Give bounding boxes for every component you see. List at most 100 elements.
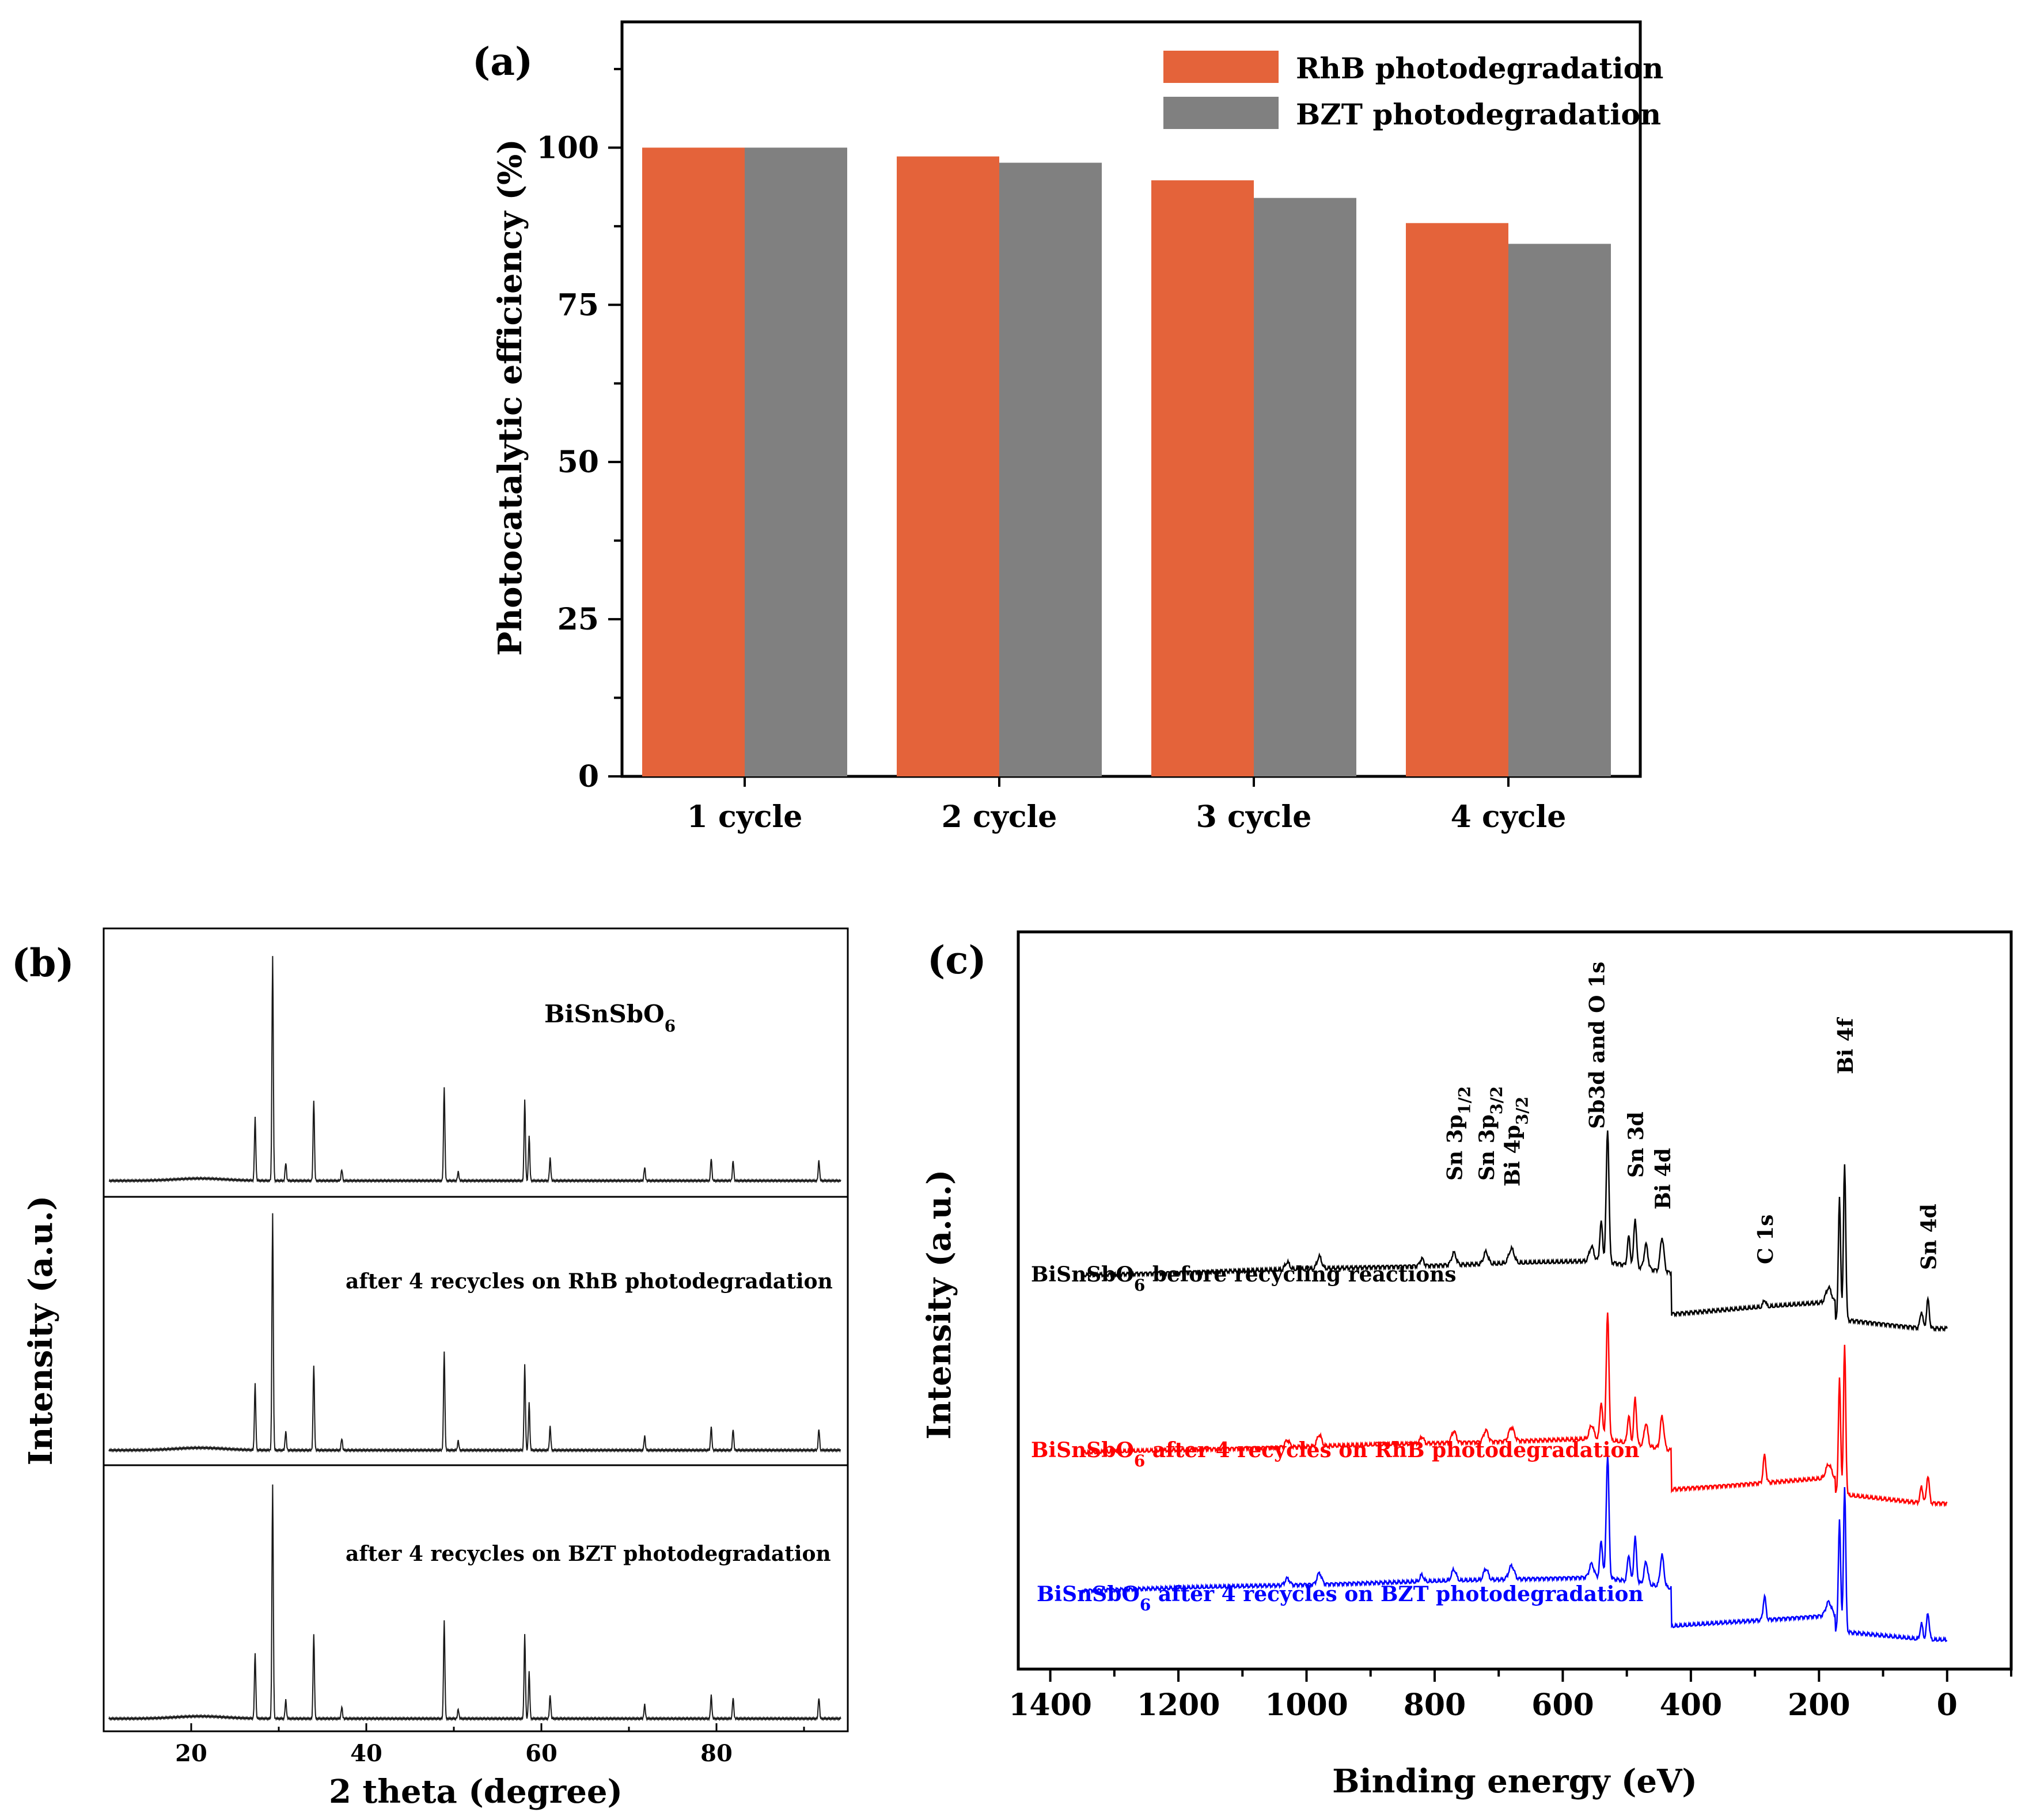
panel-c-traces: [1081, 1130, 1948, 1643]
panel-c-label-before: BiSnSbO6 before recycling reactions: [1031, 1262, 1457, 1295]
panel-a-y-ticks: 0 25 50 75 100: [536, 67, 622, 794]
legend-label-rhb: RhB photodegradation: [1296, 51, 1663, 85]
x-tick-label: 3 cycle: [1196, 799, 1312, 835]
peak-label-main: Sn 3p: [1443, 1114, 1467, 1181]
panel-b-label-pristine-main: BiSnSbO: [544, 1000, 665, 1028]
y-tick-label: 100: [536, 130, 599, 165]
y-tick-label: 50: [558, 445, 599, 480]
panel-c-label-rhb-main: BiSnSbO: [1031, 1438, 1134, 1462]
peak-label-main: Bi 4p: [1500, 1125, 1525, 1186]
panel-c-label-rhb-sub: 6: [1134, 1451, 1145, 1470]
panel-c-y-title: Intensity (a.u.): [920, 1170, 958, 1440]
panel-c-label-rhb-rest: after 4 recycles on RhB photodegradation: [1145, 1438, 1639, 1462]
peak-label: Sn 3p3/2: [1475, 1086, 1506, 1181]
peak-label: Bi 4f: [1834, 1017, 1858, 1074]
bar-bzt-2: [999, 162, 1102, 776]
panel-c-label-bzt-sub: 6: [1140, 1595, 1151, 1614]
x-tick-label: 1200: [1137, 1688, 1220, 1723]
xrd-trace-bzt: [108, 1484, 841, 1722]
panel-c-label-bzt-main: BiSnSbO: [1037, 1582, 1140, 1606]
bar-rhb-2: [897, 156, 999, 776]
peak-label: C 1s: [1754, 1214, 1778, 1264]
x-tick-label: 1000: [1265, 1688, 1348, 1723]
panel-b-label-bzt: after 4 recycles on BZT photodegradation: [346, 1542, 831, 1566]
x-tick-label: 60: [525, 1740, 558, 1767]
peak-label-sub: 1/2: [1455, 1086, 1474, 1114]
panel-b-x-title: 2 theta (degree): [329, 1773, 623, 1811]
x-tick-label: 0: [1937, 1688, 1958, 1723]
panel-a-x-ticks: 1 cycle 2 cycle 3 cycle 4 cycle: [687, 776, 1567, 835]
xps-trace-rhb: [1082, 1312, 1948, 1507]
peak-label: Sn 3d: [1624, 1112, 1648, 1178]
xrd-trace-pristine: [108, 955, 841, 1184]
peak-label: Sn 4d: [1917, 1204, 1941, 1270]
panel-c-label-bzt: BiSnSbO6 after 4 recycles on BZT photode…: [1037, 1582, 1644, 1614]
peak-label-main: Sn 3p: [1475, 1114, 1499, 1181]
panel-c-label-before-main: BiSnSbO: [1031, 1262, 1134, 1287]
panel-b-y-title: Intensity (a.u.): [22, 1196, 60, 1466]
legend-swatch-bzt: [1163, 97, 1279, 129]
panel-c-label: (c): [927, 938, 987, 983]
x-tick-label: 1 cycle: [687, 799, 803, 835]
bar-rhb-4: [1406, 223, 1508, 776]
peak-label-main: Bi 4f: [1834, 1017, 1858, 1074]
panel-a-bars: [642, 147, 1611, 777]
panel-c-label-before-sub: 6: [1134, 1276, 1145, 1295]
xps-trace-before: [1082, 1130, 1948, 1332]
panel-a-legend: RhB photodegradation BZT photodegradatio…: [1163, 51, 1663, 131]
panel-a-frame: [620, 20, 1642, 778]
peak-label-main: Sb3d and O 1s: [1585, 962, 1609, 1129]
bar-bzt-4: [1508, 244, 1611, 776]
peak-label: Bi 4d: [1651, 1148, 1675, 1209]
panel-b: (b) 20 40 60 80 BiSnSbO6 after 4 recycles o…: [12, 927, 849, 1811]
peak-label: Sn 3p1/2: [1443, 1086, 1474, 1181]
x-tick-label: 40: [350, 1740, 382, 1767]
peak-label-main: Sn 3d: [1624, 1112, 1648, 1178]
bar-rhb-3: [1151, 180, 1254, 777]
panel-b-frame: [103, 927, 849, 1732]
panel-b-traces: [108, 955, 841, 1722]
panel-b-label: (b): [12, 941, 74, 985]
bar-bzt-1: [745, 147, 847, 776]
panel-c-x-ticks: 1400 1200 1000 800 600 400 200 0: [1008, 1669, 2012, 1723]
peak-label: Sb3d and O 1s: [1585, 962, 1609, 1129]
peak-label-sub: 3/2: [1487, 1086, 1506, 1114]
x-tick-label: 1400: [1008, 1688, 1092, 1723]
peak-label-main: C 1s: [1754, 1214, 1778, 1264]
panel-a-y-title: Photocatalytic efficiency (%): [491, 139, 529, 655]
y-tick-label: 0: [578, 759, 599, 794]
peak-label-main: Bi 4d: [1651, 1148, 1675, 1209]
panel-a-label: (a): [472, 39, 533, 84]
x-tick-label: 4 cycle: [1451, 799, 1567, 835]
x-tick-label: 400: [1660, 1688, 1723, 1723]
peak-label-main: Sn 4d: [1917, 1204, 1941, 1270]
xrd-trace-rhb: [108, 1213, 841, 1453]
panel-c-label-rhb: BiSnSbO6 after 4 recycles on RhB photode…: [1031, 1438, 1640, 1470]
peak-label-sub: 3/2: [1512, 1097, 1531, 1125]
x-tick-label: 2 cycle: [942, 799, 1057, 835]
y-tick-label: 75: [558, 287, 599, 323]
panel-c: (c) 1400 1200 1000 800 600 400 200 0 Sn 3p1/2Sn…: [920, 930, 2013, 1800]
panel-c-x-title: Binding energy (eV): [1332, 1762, 1697, 1800]
bar-bzt-3: [1254, 198, 1356, 777]
x-tick-label: 800: [1404, 1688, 1466, 1723]
legend-swatch-rhb: [1163, 51, 1279, 83]
bar-rhb-1: [642, 147, 745, 776]
panel-c-label-before-rest: before recycling reactions: [1145, 1262, 1456, 1287]
panel-b-x-ticks: 20 40 60 80: [175, 1723, 805, 1767]
panel-b-label-rhb: after 4 recycles on RhB photodegradation: [346, 1269, 833, 1294]
peak-label: Bi 4p3/2: [1500, 1097, 1531, 1186]
x-tick-label: 20: [175, 1740, 207, 1767]
legend-label-bzt: BZT photodegradation: [1296, 97, 1661, 131]
panel-b-label-pristine: BiSnSbO6: [544, 1000, 676, 1036]
x-tick-label: 200: [1788, 1688, 1850, 1723]
y-tick-label: 25: [558, 602, 599, 637]
panel-c-peak-annotations: Sn 3p1/2Sn 3p3/2Bi 4p3/2 Sb3d and O 1sSn …: [1443, 962, 1941, 1270]
xps-trace-bzt: [1081, 1455, 1948, 1643]
x-tick-label: 600: [1531, 1688, 1594, 1723]
panel-c-label-bzt-rest: after 4 recycles on BZT photodegradation: [1151, 1582, 1643, 1606]
panel-c-frame: [1017, 930, 2013, 1671]
panel-a: (a) 0 25 50 75 100 1 cycle 2 cycle 3 cycle 4 cy…: [472, 20, 1663, 835]
x-tick-label: 80: [700, 1740, 733, 1767]
